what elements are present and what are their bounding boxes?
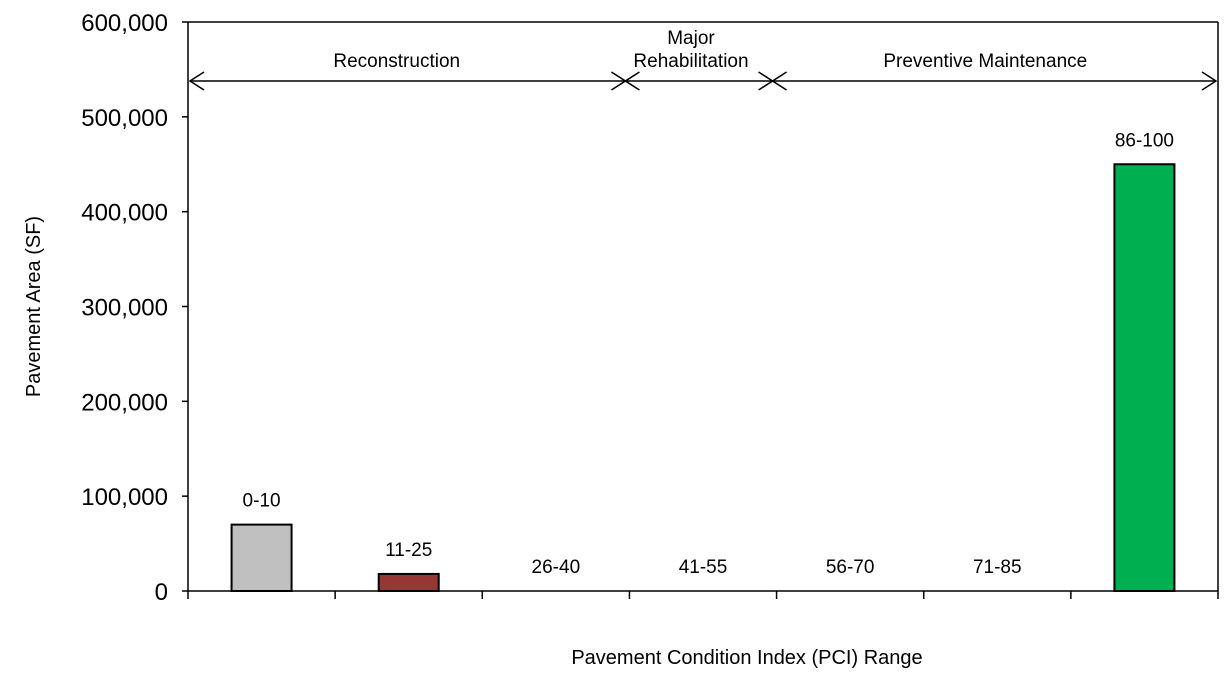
range-label: Preventive Maintenance bbox=[883, 51, 1087, 72]
data-label: 71-85 bbox=[973, 557, 1022, 578]
bar-11-25 bbox=[377, 572, 440, 592]
y-tick-label: 400,000 bbox=[81, 200, 168, 227]
range-label: Major bbox=[667, 28, 715, 49]
bar-86-100 bbox=[1113, 163, 1176, 592]
y-axis-ticks: 0 100,000 200,000 300,000 400,000 500,000 600,… bbox=[81, 10, 188, 606]
y-tick-label: 100,000 bbox=[81, 484, 168, 511]
range-label: Rehabilitation bbox=[633, 51, 748, 72]
data-label: 11-25 bbox=[385, 540, 432, 561]
y-tick-label: 200,000 bbox=[81, 389, 168, 416]
range-arrow-head-right bbox=[1201, 71, 1218, 91]
range-boundary-mark bbox=[758, 71, 787, 91]
y-tick-label: 0 bbox=[155, 579, 168, 606]
x-axis-title: Pavement Condition Index (PCI) Range bbox=[571, 647, 922, 669]
bars bbox=[230, 163, 1176, 592]
data-label: 86-100 bbox=[1115, 130, 1174, 151]
data-label: 56-70 bbox=[826, 557, 875, 578]
range-boundary-mark bbox=[611, 71, 640, 91]
y-tick-label: 500,000 bbox=[81, 105, 168, 132]
data-labels: 0-10 11-25 26-40 41-55 56-70 71-85 86-100 bbox=[243, 130, 1174, 578]
x-axis-ticks bbox=[187, 591, 1219, 599]
y-axis-title: Pavement Area (SF) bbox=[23, 216, 45, 397]
y-tick-label: 300,000 bbox=[81, 295, 168, 322]
data-label: 0-10 bbox=[243, 491, 281, 512]
data-label: 41-55 bbox=[679, 557, 728, 578]
range-arrow-head-left bbox=[188, 71, 205, 91]
range-label: Reconstruction bbox=[333, 51, 460, 72]
y-tick-label: 600,000 bbox=[81, 10, 168, 37]
bar-0-10 bbox=[230, 523, 293, 592]
data-label: 26-40 bbox=[532, 557, 581, 578]
